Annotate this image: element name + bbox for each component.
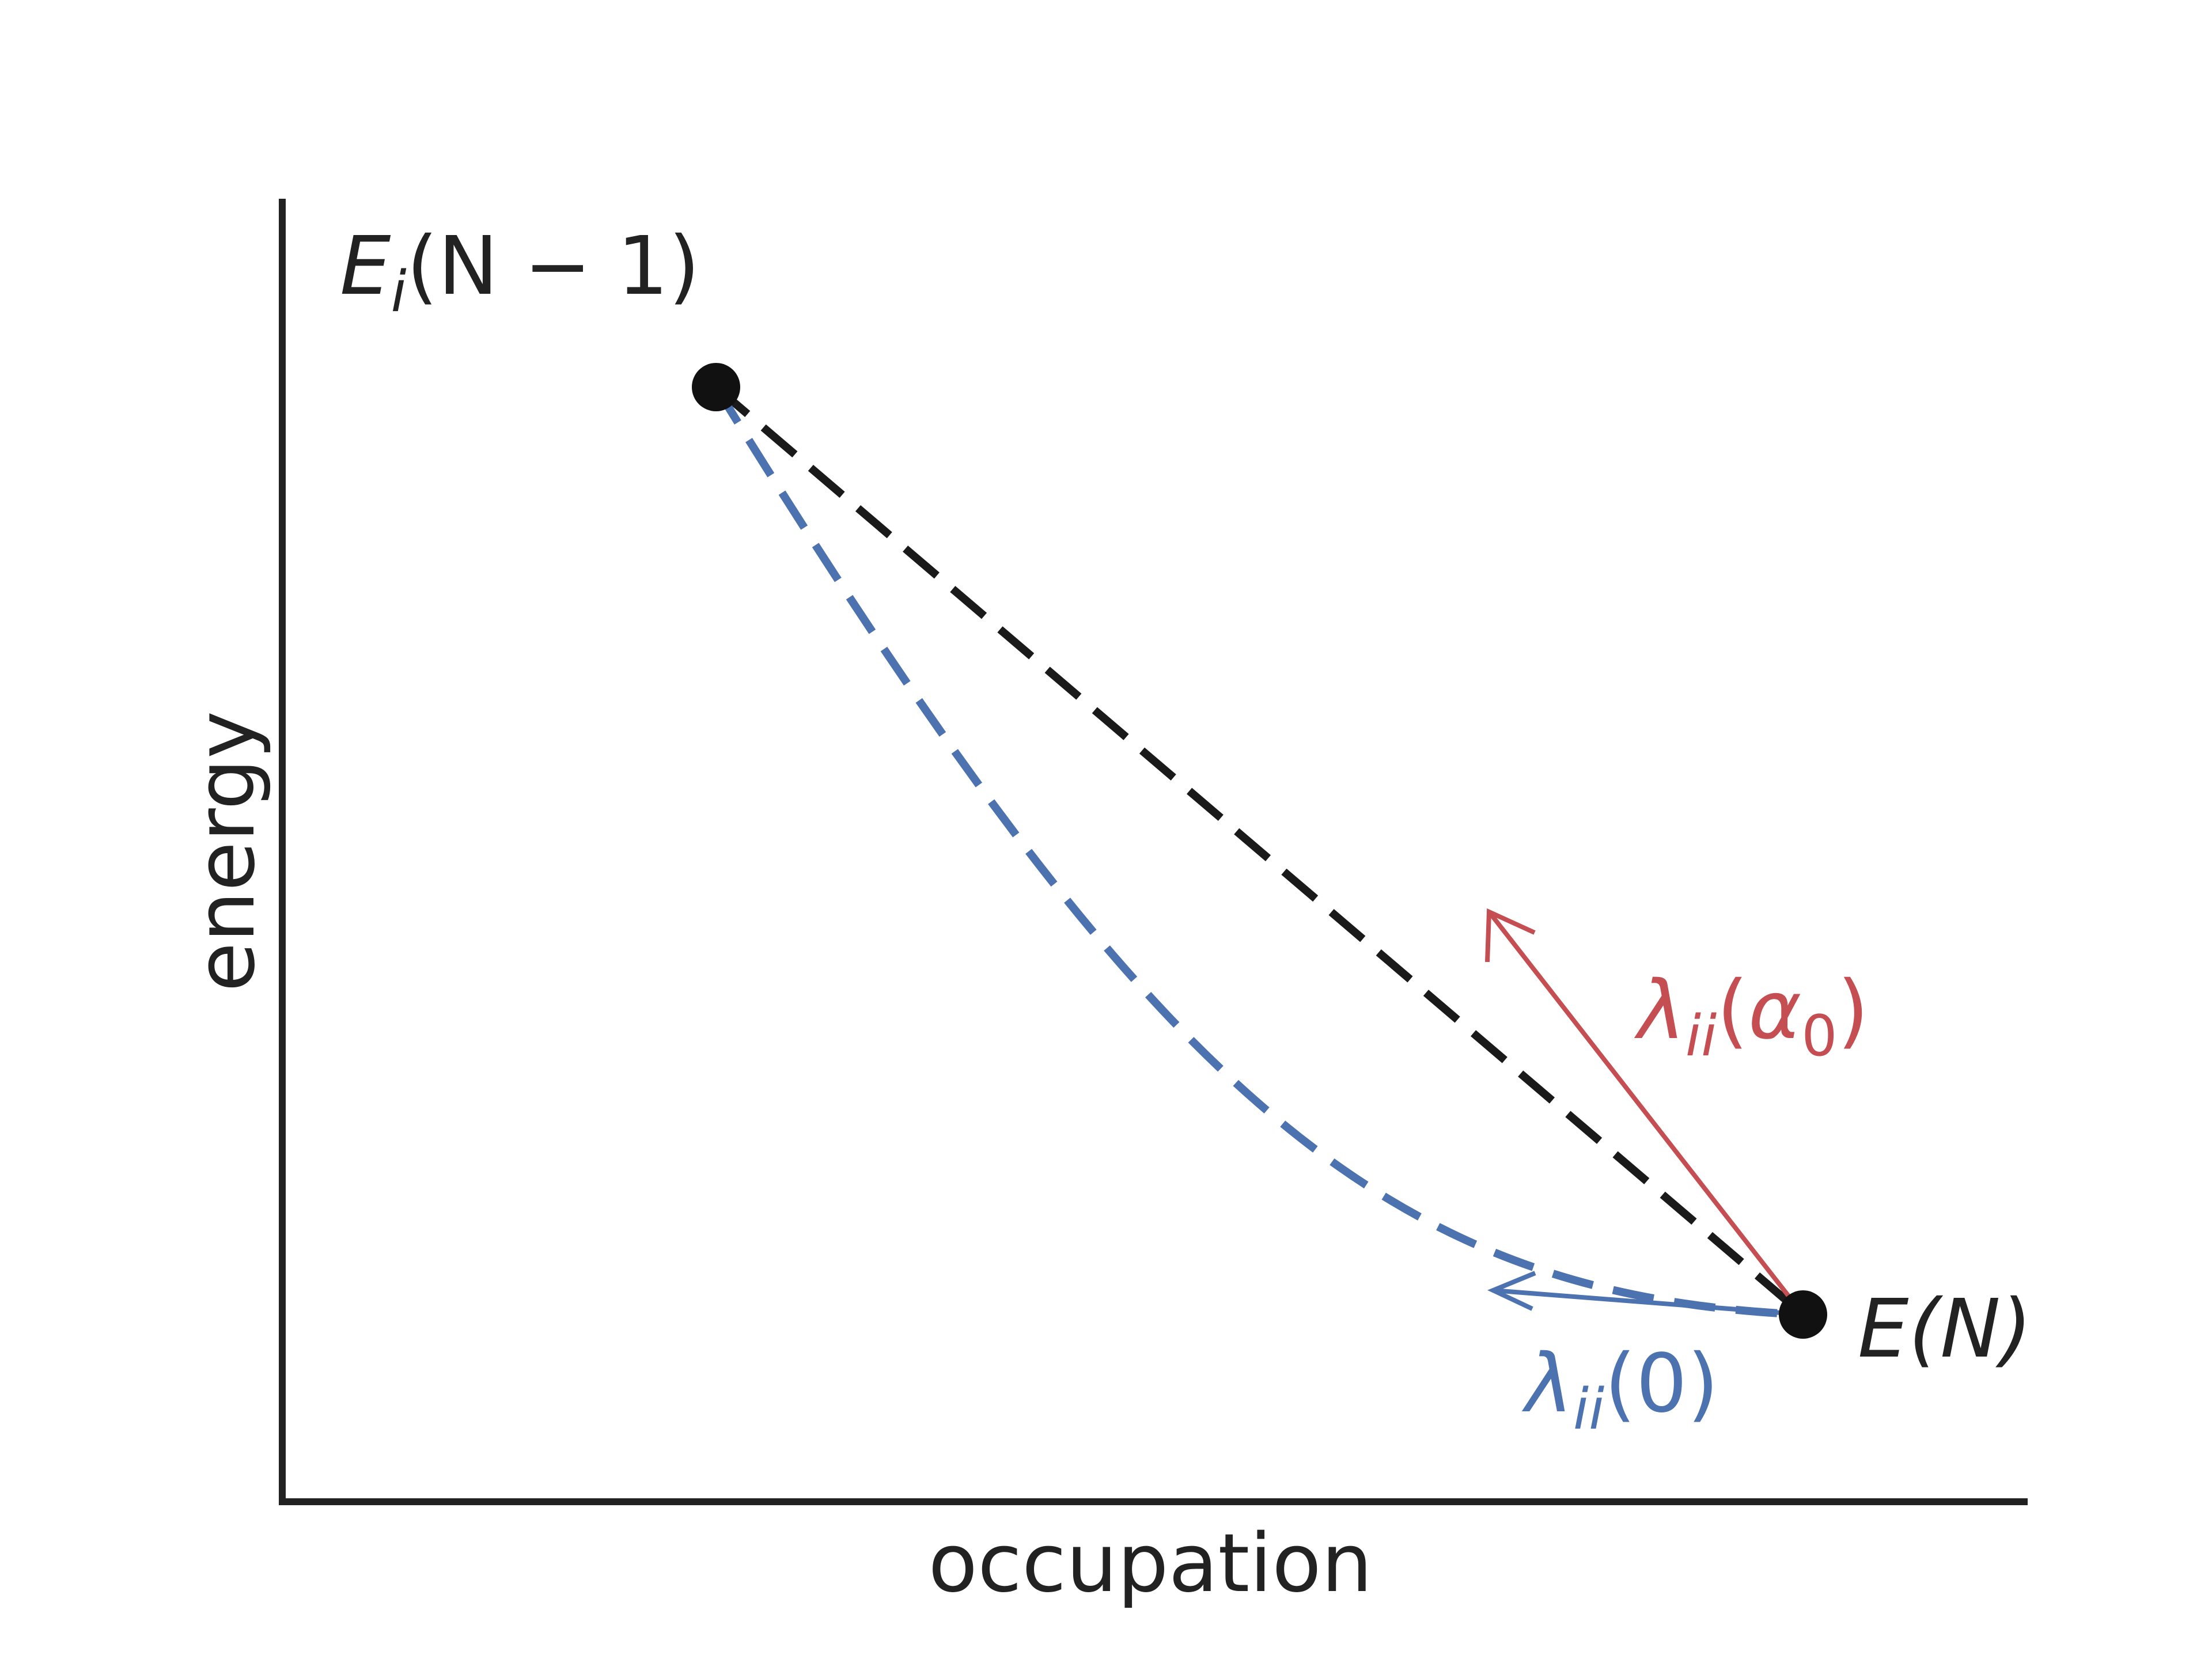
lower-point-marker (1779, 1290, 1827, 1339)
red-arrow-label: λii(α0) (1634, 964, 1869, 1069)
y-axis-label: energy (179, 711, 273, 992)
red-arrow-shaft (1487, 910, 1805, 1316)
blue-arrow-shaft (1493, 1288, 1804, 1317)
x-axis-label: occupation (928, 1517, 1372, 1611)
upper-point-label: Ei(N − 1) (340, 219, 700, 325)
upper-point-marker (692, 363, 740, 411)
lower-point-label: E(N) (1858, 1282, 2032, 1376)
red-arrow-head (1485, 908, 1536, 963)
linear-interpolation-line (713, 384, 1806, 1318)
blue-arrow-head (1487, 1271, 1536, 1311)
blue-arrow-label: λii(0) (1521, 1337, 1719, 1442)
convex-energy-curve (713, 385, 1804, 1319)
